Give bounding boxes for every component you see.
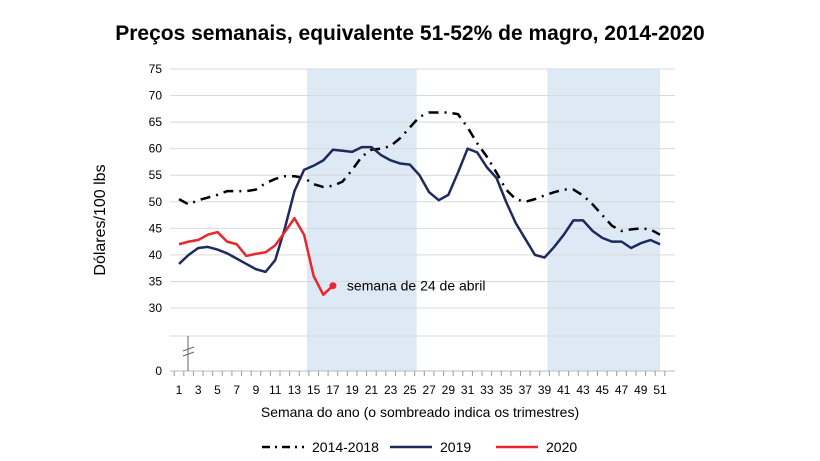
y-tick-label: 0 <box>155 364 162 378</box>
x-axis-label: Semana do ano (o sombreado indica os tri… <box>261 404 579 420</box>
x-tick-label: 25 <box>403 383 417 397</box>
x-tick-label: 33 <box>480 383 494 397</box>
x-tick-label: 51 <box>653 383 667 397</box>
x-tick-label: 7 <box>233 383 240 397</box>
x-tick-label: 21 <box>365 383 379 397</box>
x-tick-label: 5 <box>214 383 221 397</box>
x-tick-label: 3 <box>195 383 202 397</box>
y-tick-label: 35 <box>149 274 163 288</box>
annotation-marker <box>329 282 337 290</box>
series-line-2014-2018 <box>178 111 661 236</box>
annotation-label: semana de 24 de abril <box>347 278 486 294</box>
x-tick-label: 27 <box>422 383 436 397</box>
series-line-2019 <box>178 145 661 274</box>
x-tick-label: 11 <box>269 383 282 397</box>
quarter-shade <box>306 69 417 371</box>
quarter-shade <box>547 69 660 371</box>
x-tick-label: 15 <box>307 383 321 397</box>
chart-title: Preços semanais, equivalente 51-52% de m… <box>115 22 705 45</box>
y-tick-label: 70 <box>149 89 163 103</box>
x-tick-label: 41 <box>557 383 571 397</box>
x-tick-label: 37 <box>519 383 533 397</box>
x-tick-label: 19 <box>345 383 359 397</box>
x-tick-label: 35 <box>499 383 513 397</box>
x-tick-label: 45 <box>596 383 610 397</box>
legend-label: 2020 <box>546 439 577 455</box>
x-tick-label: 31 <box>461 383 475 397</box>
x-tick-label: 17 <box>326 383 340 397</box>
x-tick-label: 23 <box>384 383 398 397</box>
legend-label: 2019 <box>440 439 471 455</box>
x-tick-label: 9 <box>253 383 260 397</box>
y-tick-label: 65 <box>149 115 163 129</box>
y-tick-label: 60 <box>149 142 163 156</box>
y-tick-label: 75 <box>149 62 163 76</box>
x-tick-label: 1 <box>176 383 183 397</box>
y-axis-label: Dólares/100 lbs <box>92 164 109 275</box>
y-tick-label: 30 <box>149 301 163 315</box>
x-tick-label: 43 <box>576 383 590 397</box>
series-line-2020 <box>178 216 334 296</box>
x-tick-label: 47 <box>615 383 629 397</box>
y-tick-label: 40 <box>149 248 163 262</box>
y-tick-label: 50 <box>149 195 163 209</box>
x-tick-label: 49 <box>634 383 648 397</box>
y-tick-label: 45 <box>149 221 163 235</box>
x-tick-label: 39 <box>538 383 552 397</box>
x-tick-label: 13 <box>288 383 302 397</box>
x-tick-label: 29 <box>442 383 456 397</box>
legend-label: 2014-2018 <box>312 439 379 455</box>
axis-break-icon <box>182 346 195 357</box>
y-tick-label: 55 <box>149 168 163 182</box>
